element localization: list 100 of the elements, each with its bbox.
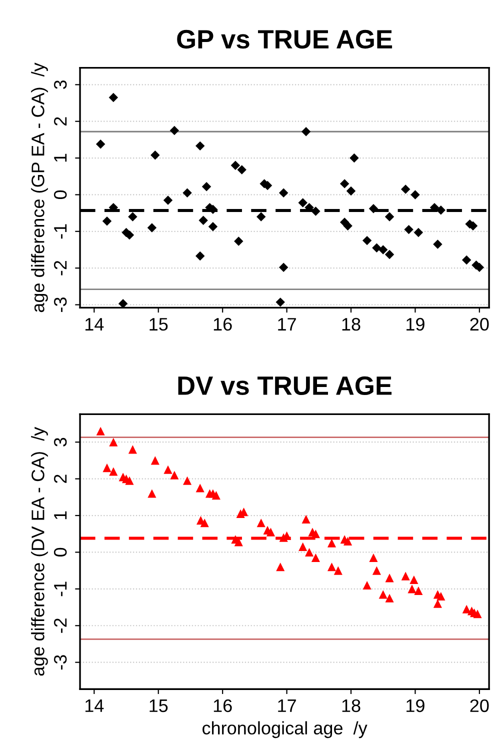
point [118, 299, 128, 308]
chart-title: DV vs TRUE AGE [178, 376, 392, 396]
point [108, 92, 118, 102]
y-tick-label: 1 [54, 511, 67, 520]
point [378, 245, 388, 254]
y-axis-title: age difference (GP EA - CA) /y [31, 62, 48, 312]
point [182, 188, 192, 198]
point [128, 445, 137, 454]
point [200, 518, 209, 528]
point [369, 553, 378, 562]
point [378, 590, 388, 599]
y-axis-title: age difference (DV EA - CA) /y [31, 426, 48, 676]
point [237, 165, 246, 174]
point [196, 484, 204, 492]
point [372, 566, 381, 575]
y-tick-label: -1 [54, 582, 67, 596]
point [109, 438, 118, 446]
point [278, 262, 288, 272]
point [430, 202, 440, 212]
point [350, 153, 359, 163]
point [150, 456, 160, 465]
point [311, 530, 320, 538]
x-tick-label: 16 [214, 318, 232, 331]
point [436, 592, 446, 601]
point [433, 240, 442, 249]
point [109, 467, 118, 476]
point [230, 160, 240, 170]
point [170, 470, 179, 480]
point [327, 562, 336, 572]
point [96, 426, 105, 436]
y-tick-label: 2 [54, 474, 67, 483]
point [202, 182, 212, 192]
x-tick-label: 19 [406, 318, 424, 331]
point [462, 255, 472, 265]
point [147, 223, 157, 232]
point [150, 150, 160, 160]
point [266, 528, 276, 536]
point [473, 610, 482, 618]
point [311, 206, 320, 216]
point [125, 476, 134, 485]
point [327, 538, 336, 548]
chart-title: GP vs TRUE AGE [177, 30, 392, 49]
point [102, 216, 112, 226]
point [372, 243, 382, 252]
x-tick-label: 18 [342, 318, 360, 331]
x-tick-label: 14 [85, 700, 104, 712]
point [340, 179, 350, 188]
point [384, 250, 394, 260]
x-tick-label: 18 [342, 699, 360, 712]
x-tick-label: 15 [150, 318, 168, 331]
y-tick-label: 1 [54, 154, 67, 162]
y-tick-label: 0 [54, 190, 67, 200]
point [170, 126, 180, 136]
point [196, 141, 205, 151]
y-tick-label: -3 [54, 298, 67, 312]
point [102, 464, 112, 472]
x-tick-label: 17 [278, 700, 296, 712]
y-tick-label: -1 [54, 224, 67, 239]
point [401, 572, 410, 580]
point [385, 594, 394, 602]
point [234, 236, 244, 246]
x-tick-label: 17 [278, 318, 296, 330]
point [198, 216, 208, 225]
point [414, 586, 423, 596]
point [362, 580, 372, 590]
point [414, 228, 424, 238]
point [302, 514, 310, 524]
x-tick-label: 14 [85, 318, 104, 330]
point [408, 584, 416, 594]
point [400, 184, 410, 194]
point [182, 476, 192, 485]
point [362, 236, 372, 246]
point [212, 491, 220, 500]
point [385, 574, 394, 582]
x-tick-label: 16 [214, 699, 232, 712]
point [108, 202, 118, 212]
point [334, 566, 342, 575]
y-tick-label: 2 [54, 117, 67, 126]
point [276, 298, 285, 307]
point [346, 186, 356, 196]
point [278, 188, 288, 198]
y-tick-label: 3 [54, 80, 67, 89]
point [436, 206, 446, 215]
y-tick-label: -2 [54, 260, 67, 276]
point [164, 465, 172, 474]
point [311, 553, 320, 562]
point [410, 190, 420, 200]
point [148, 489, 156, 498]
point [304, 548, 314, 557]
point [256, 212, 266, 222]
point [404, 224, 414, 234]
y-tick-label: -2 [54, 618, 67, 633]
point [344, 536, 352, 546]
x-tick-label: 20 [470, 699, 489, 712]
point [96, 139, 106, 149]
x-axis-title: chronological age /y [202, 721, 368, 738]
point [298, 198, 308, 208]
y-tick-label: -3 [54, 655, 67, 670]
y-tick-label: 0 [54, 548, 67, 557]
y-tick-label: 3 [54, 438, 67, 446]
